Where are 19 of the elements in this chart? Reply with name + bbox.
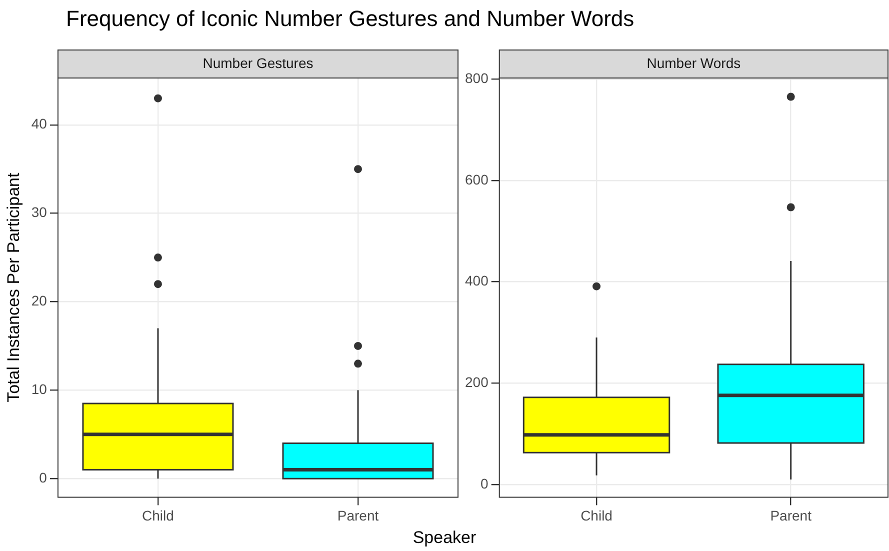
y-tick-label: 0 (480, 475, 489, 492)
x-axis-title: Speaker (412, 528, 478, 548)
y-tick-label: 40 (31, 116, 48, 132)
y-tick-label: 30 (31, 204, 48, 220)
y-tick-label: 10 (31, 381, 48, 398)
x-tick-label: Parent (770, 507, 812, 524)
chart-subtitle: Number Words (646, 54, 741, 71)
y-tick-label: 200 (465, 374, 489, 390)
y-tick-label: 0 (39, 469, 48, 486)
chart-title: Frequency of Iconic Number Gestures and Number Words (66, 6, 634, 32)
y-axis-title: Total Instances Per Participant (4, 172, 23, 402)
x-tick-label: Child (142, 507, 174, 524)
y-tick-label: 400 (465, 272, 489, 289)
x-tick-label: Parent (337, 507, 379, 524)
y-tick-label: 20 (31, 292, 48, 309)
y-tick-label: 600 (465, 171, 489, 188)
chart-subtitle: Number Gestures (202, 54, 314, 71)
x-tick-label: Child (580, 507, 612, 524)
y-tick-label: 800 (465, 70, 489, 86)
